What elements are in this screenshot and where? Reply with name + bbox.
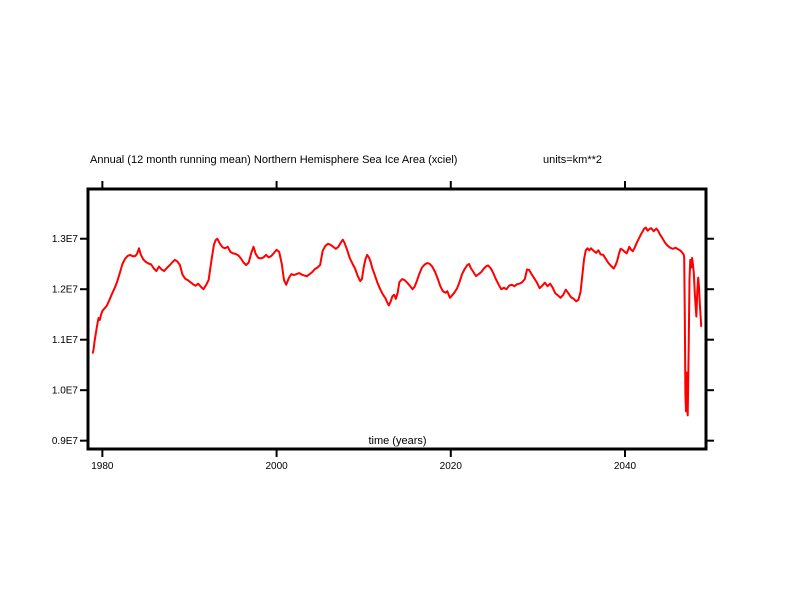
axis-tick-labels: 1980 2000 2020 2040 0.9E7 1.0E7 1.1E7 1.2E7 1.3E… [52,234,637,472]
y-tick-label: 0.9E7 [52,436,79,447]
plot-frame [86,187,708,451]
x-tick-label: 2040 [614,461,637,472]
axis-ticks [80,181,714,457]
y-tick-label: 1.1E7 [52,335,79,346]
x-tick-label: 2000 [265,461,288,472]
x-tick-label: 2020 [440,461,463,472]
chart-title: Annual (12 month running mean) Northern … [90,154,458,166]
y-tick-label: 1.3E7 [52,234,79,245]
y-tick-label: 1.0E7 [52,386,79,397]
x-tick-label: 1980 [91,461,114,472]
chart-units-label: units=km**2 [543,154,603,166]
x-axis-title: time (years) [368,435,427,447]
sea-ice-series-line [91,226,703,417]
y-tick-label: 1.2E7 [52,285,79,296]
